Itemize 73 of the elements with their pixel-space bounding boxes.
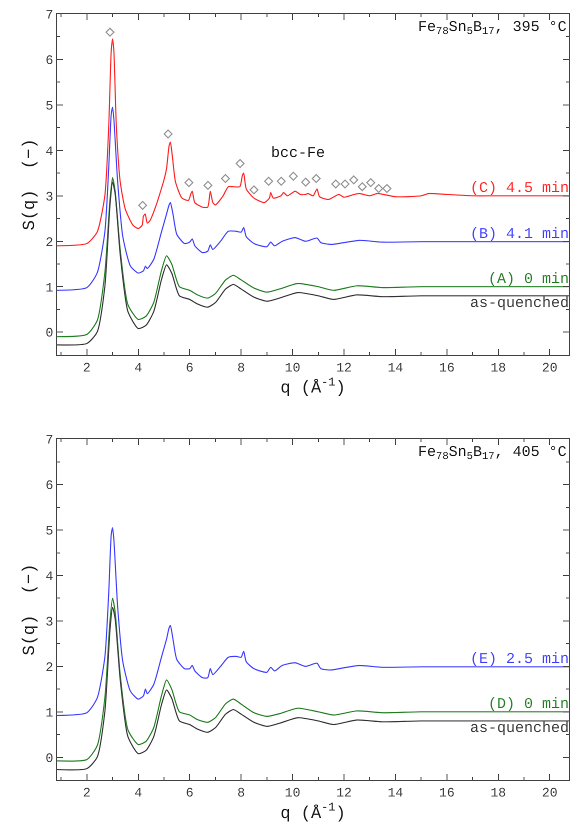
point [358, 182, 367, 192]
point [105, 28, 114, 37]
point [203, 180, 212, 190]
series-label: (E) 2.5 min [470, 651, 569, 668]
x-tick-label: 18 [490, 786, 506, 801]
line-series [57, 38, 569, 246]
point [331, 179, 340, 188]
series-label: (A) 0 min [488, 270, 569, 288]
x-tick-label: 20 [542, 360, 558, 376]
point [349, 175, 358, 184]
x-tick-label: 14 [388, 786, 404, 801]
point [276, 176, 286, 186]
x-tick-label: 16 [439, 786, 455, 801]
y-tick-label: 1 [45, 280, 54, 296]
point [236, 159, 245, 168]
series-label: (C) 4.5 min [470, 180, 569, 198]
y-tick-label: 7 [45, 432, 54, 448]
x-tick-label: 4 [134, 360, 142, 376]
y-axis-title: S(q) (−) [21, 564, 40, 656]
x-tick-label: 10 [284, 360, 300, 376]
x-axis-title: q (Å$^{-1}$) [280, 376, 346, 399]
point [374, 184, 384, 194]
chart-title: Fe$_{78}$Sn$_{5}$B$_{17}$, 395 °C [418, 19, 567, 38]
series-label: as-quenched [470, 295, 569, 312]
point [366, 178, 376, 188]
y-tick-label: 0 [45, 326, 54, 341]
point [184, 178, 194, 188]
x-tick-label: 8 [237, 360, 246, 376]
y-tick-label: 7 [45, 8, 54, 23]
point [249, 185, 258, 194]
x-tick-label: 10 [284, 786, 300, 801]
x-tick-label: 2 [82, 786, 91, 801]
y-tick-label: 5 [45, 524, 54, 539]
y-tick-label: 4 [45, 569, 54, 584]
line-series [57, 527, 569, 716]
y-tick-label: 3 [45, 614, 54, 630]
x-tick-label: 4 [134, 786, 142, 801]
line-series [57, 106, 569, 291]
y-axis-title: S(q) (−) [21, 138, 40, 230]
x-tick-label: 20 [542, 786, 558, 801]
point [312, 174, 321, 184]
x-tick-label: 18 [490, 360, 506, 376]
point [382, 184, 392, 194]
point [220, 174, 230, 184]
point [164, 129, 173, 138]
y-tick-label: 2 [45, 234, 54, 250]
point [264, 176, 274, 186]
x-tick-label: 16 [439, 360, 455, 376]
point [288, 172, 298, 181]
x-tick-label: 6 [186, 360, 194, 376]
y-tick-label: 3 [45, 189, 54, 204]
y-tick-label: 4 [45, 144, 54, 159]
y-tick-label: 6 [45, 478, 54, 494]
x-tick-label: 6 [186, 786, 194, 801]
series-label: (B) 4.1 min [470, 226, 569, 243]
x-tick-label: 14 [388, 360, 404, 376]
x-tick-label: 2 [82, 360, 91, 376]
y-tick-label: 0 [45, 750, 54, 766]
annotation: bcc-Fe [271, 145, 326, 162]
chart-title: Fe$_{78}$Sn$_{5}$B$_{17}$, 405 °C [418, 444, 567, 464]
series-label: (D) 0 min [488, 696, 569, 714]
x-tick-label: 12 [336, 786, 352, 801]
series-label: as-quenched [470, 720, 569, 738]
y-tick-label: 6 [45, 53, 54, 68]
x-axis-title: q (Å$^{-1}$) [280, 800, 346, 824]
point [340, 179, 350, 188]
point [138, 200, 148, 210]
x-tick-label: 8 [237, 786, 246, 801]
x-tick-label: 12 [336, 360, 352, 376]
point [301, 178, 310, 187]
y-tick-label: 2 [45, 660, 54, 675]
y-tick-label: 1 [45, 705, 54, 720]
y-tick-label: 5 [45, 98, 54, 114]
